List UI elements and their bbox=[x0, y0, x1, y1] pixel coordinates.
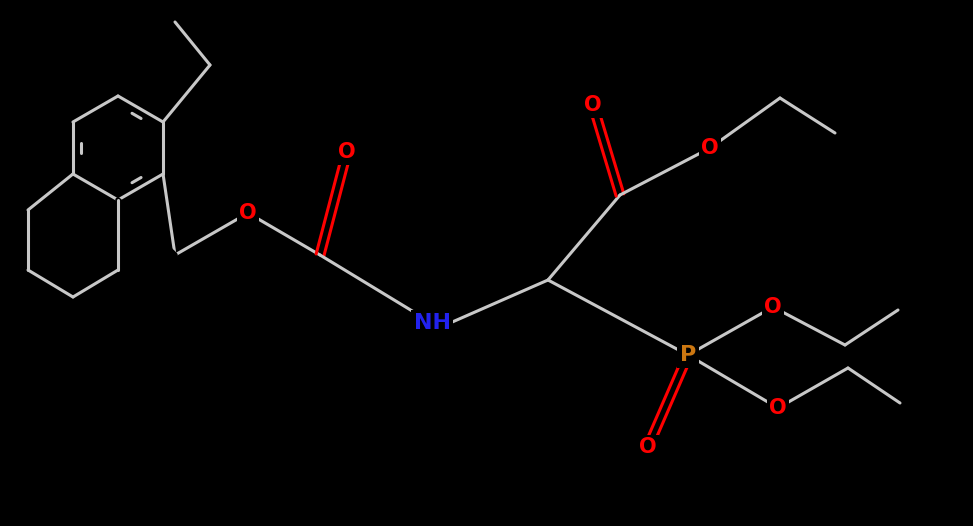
Text: O: O bbox=[770, 398, 787, 418]
Text: O: O bbox=[339, 142, 356, 162]
Text: O: O bbox=[764, 297, 782, 317]
Text: O: O bbox=[239, 203, 257, 223]
Text: NH: NH bbox=[414, 313, 450, 333]
Text: O: O bbox=[584, 95, 602, 115]
Text: O: O bbox=[702, 138, 719, 158]
Text: O: O bbox=[639, 437, 657, 457]
Text: P: P bbox=[680, 345, 696, 365]
